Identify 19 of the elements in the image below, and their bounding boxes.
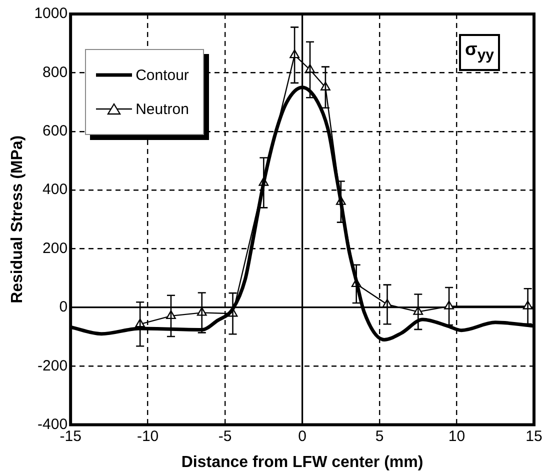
y-tick-label: 0 xyxy=(59,298,68,316)
x-tick-label: 0 xyxy=(298,428,306,445)
legend-label: Contour xyxy=(136,66,189,84)
y-tick-label: 400 xyxy=(42,181,68,198)
x-tick-label: 15 xyxy=(526,428,542,445)
x-tick-label: -5 xyxy=(218,428,232,445)
x-tick-label: 5 xyxy=(375,428,384,445)
y-tick-label: -400 xyxy=(38,416,68,433)
y-tick-label: 1000 xyxy=(34,5,68,22)
x-tick-label: -10 xyxy=(136,428,159,445)
y-tick-label: -200 xyxy=(38,357,68,374)
legend-label: Neutron xyxy=(136,100,189,118)
y-tick-label: 800 xyxy=(42,64,68,81)
y-axis-title: Residual Stress (MPa) xyxy=(9,135,26,304)
y-tick-label: 600 xyxy=(42,122,68,140)
x-axis-title: Distance from LFW center (mm) xyxy=(181,454,424,471)
annotation: σ$_{yy}$ xyxy=(459,34,500,71)
y-tick-label: 200 xyxy=(42,240,68,257)
x-tick-label: 10 xyxy=(448,428,466,445)
